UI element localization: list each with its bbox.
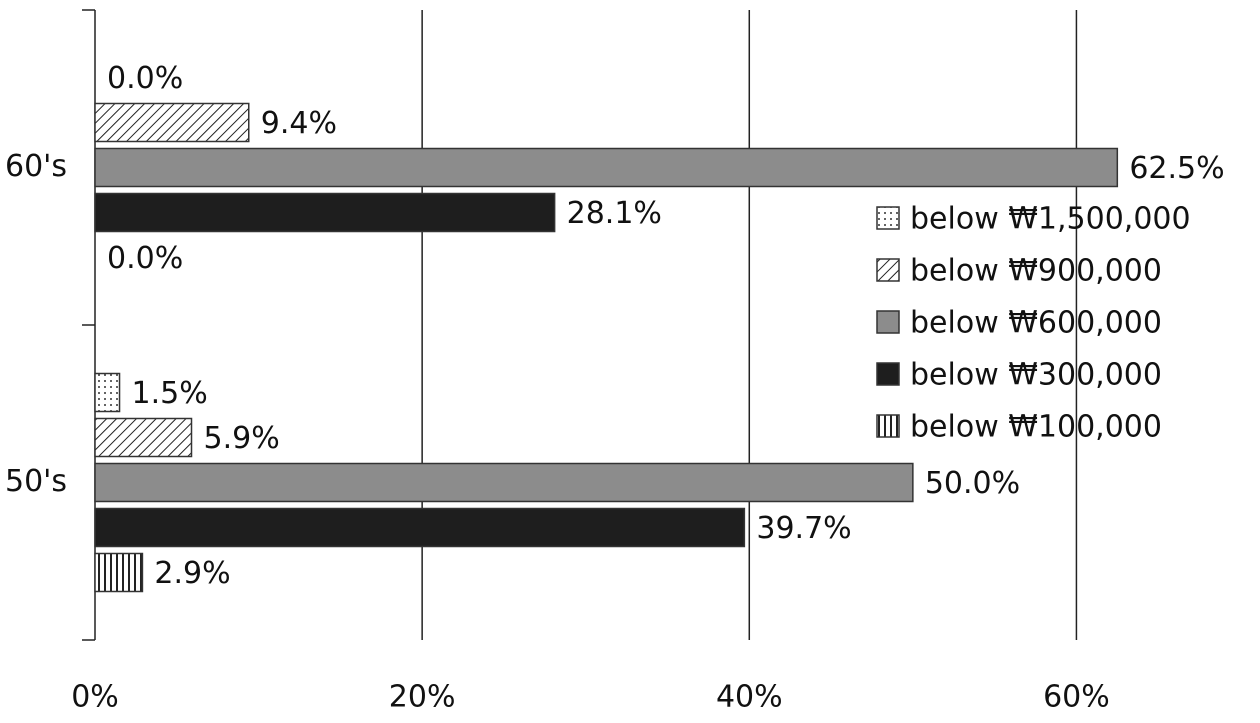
legend-label: below ₩1,500,000 xyxy=(910,202,1191,237)
bar xyxy=(94,147,1119,188)
bar xyxy=(94,102,250,143)
legend-label: below ₩100,000 xyxy=(910,410,1162,445)
value-label: 1.5% xyxy=(132,376,208,411)
value-label: 28.1% xyxy=(567,196,662,231)
legend-swatch xyxy=(876,310,900,334)
y-tick-label: 60's xyxy=(5,149,67,184)
value-label: 9.4% xyxy=(261,106,337,141)
legend-label: below ₩300,000 xyxy=(910,358,1162,393)
legend-swatch xyxy=(876,362,900,386)
bar xyxy=(94,192,556,233)
x-tick-label: 20% xyxy=(389,680,456,715)
legend-swatch xyxy=(876,206,900,230)
legend-label: below ₩900,000 xyxy=(910,254,1162,289)
y-tick-label: 50's xyxy=(5,464,67,499)
bar xyxy=(94,417,193,458)
bar xyxy=(94,507,746,548)
value-label: 2.9% xyxy=(154,556,230,591)
value-label: 0.0% xyxy=(107,241,183,276)
value-label: 0.0% xyxy=(107,61,183,96)
legend-label: below ₩600,000 xyxy=(910,306,1162,341)
value-label: 39.7% xyxy=(756,511,851,546)
value-label: 50.0% xyxy=(925,466,1020,501)
bar xyxy=(94,372,121,413)
x-tick-label: 40% xyxy=(716,680,783,715)
value-label: 5.9% xyxy=(204,421,280,456)
bar xyxy=(94,552,144,593)
x-tick-label: 60% xyxy=(1043,680,1110,715)
x-tick-label: 0% xyxy=(71,680,119,715)
legend-swatch xyxy=(876,258,900,282)
bar xyxy=(94,462,914,503)
value-label: 62.5% xyxy=(1129,151,1224,186)
legend-swatch xyxy=(876,414,900,438)
